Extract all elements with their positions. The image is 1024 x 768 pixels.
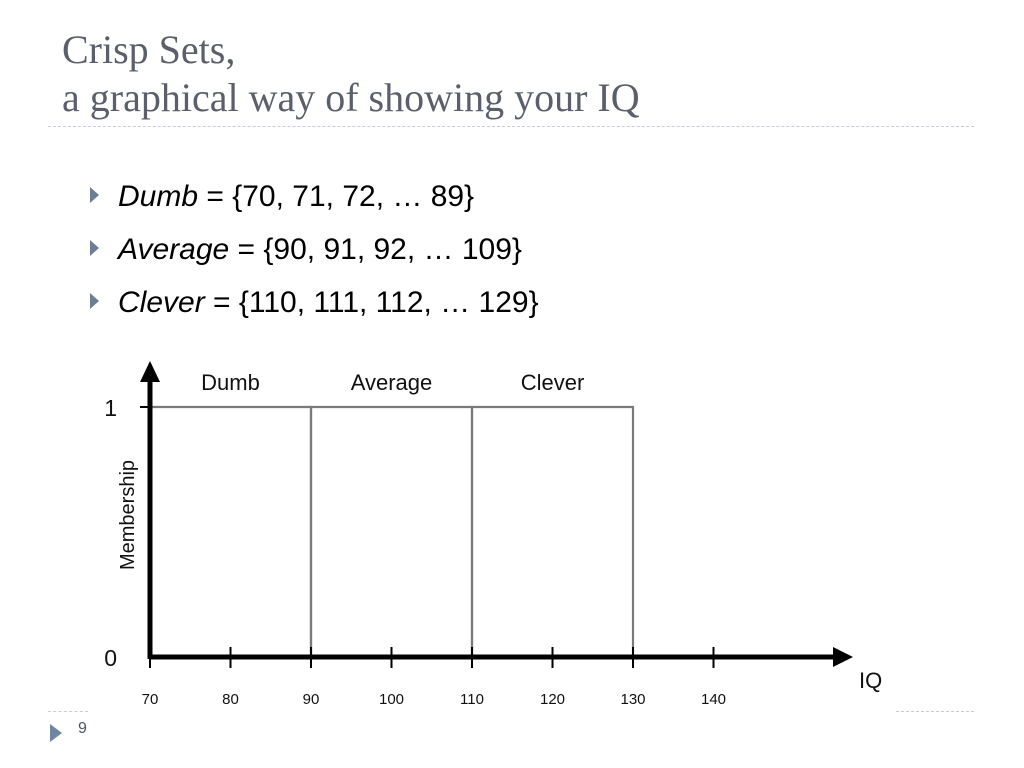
set-dumb-line bbox=[148, 405, 313, 657]
y-tick-label: 1 bbox=[104, 395, 117, 421]
bullet-list: Dumb = {70, 71, 72, … 89} Average = {90,… bbox=[90, 170, 950, 329]
bullet-clever: Clever = {110, 111, 112, … 129} bbox=[90, 276, 950, 329]
bullet-text: = {70, 71, 72, … 89} bbox=[198, 180, 475, 213]
set-clever-line bbox=[470, 405, 635, 657]
bullet-dumb: Dumb = {70, 71, 72, … 89} bbox=[90, 170, 950, 223]
set-label: Dumb bbox=[201, 370, 260, 395]
title-line-1: Crisp Sets, bbox=[62, 27, 236, 72]
set-label: Average bbox=[351, 370, 433, 395]
bullet-average: Average = {90, 91, 92, … 109} bbox=[90, 223, 950, 276]
bullet-term: Clever bbox=[118, 286, 205, 319]
x-tick-label: 100 bbox=[379, 691, 404, 708]
set-label: Clever bbox=[521, 370, 585, 395]
bullet-text: = {90, 91, 92, … 109} bbox=[229, 233, 522, 266]
x-tick-label: 80 bbox=[222, 691, 239, 708]
crisp-set-chart: Dumb Average Clever 70 80 90 100 110 120 130 140 0 1… bbox=[104, 361, 882, 708]
set-average-line bbox=[309, 405, 474, 657]
slide-title: Crisp Sets, a graphical way of showing y… bbox=[62, 26, 962, 122]
x-tick-label: 110 bbox=[460, 691, 484, 708]
footer-divider-right bbox=[896, 711, 974, 712]
x-axis-label: IQ bbox=[859, 668, 882, 693]
x-tick-label: 70 bbox=[142, 691, 159, 708]
y-tick-label: 0 bbox=[104, 645, 117, 671]
footer-divider-left bbox=[48, 711, 88, 712]
bullet-term: Average bbox=[118, 233, 230, 266]
bullet-arrow-icon bbox=[90, 240, 99, 256]
title-divider bbox=[48, 126, 974, 127]
page-number: 9 bbox=[78, 720, 87, 737]
bullet-arrow-icon bbox=[90, 293, 99, 309]
y-axis-arrow-icon bbox=[140, 361, 160, 382]
x-axis-arrow-icon bbox=[833, 647, 853, 667]
x-tick-label: 140 bbox=[701, 691, 726, 708]
title-line-2: a graphical way of showing your IQ bbox=[62, 75, 640, 120]
x-tick-label: 130 bbox=[620, 691, 645, 708]
bullet-text: = {110, 111, 112, … 129} bbox=[204, 286, 539, 319]
x-tick-label: 90 bbox=[303, 691, 320, 708]
bullet-arrow-icon bbox=[90, 187, 99, 203]
bullet-term: Dumb bbox=[118, 180, 199, 213]
x-tick-label: 120 bbox=[540, 691, 565, 708]
y-axis-label: Membership bbox=[117, 460, 139, 570]
footer-arrow-icon bbox=[50, 724, 62, 742]
